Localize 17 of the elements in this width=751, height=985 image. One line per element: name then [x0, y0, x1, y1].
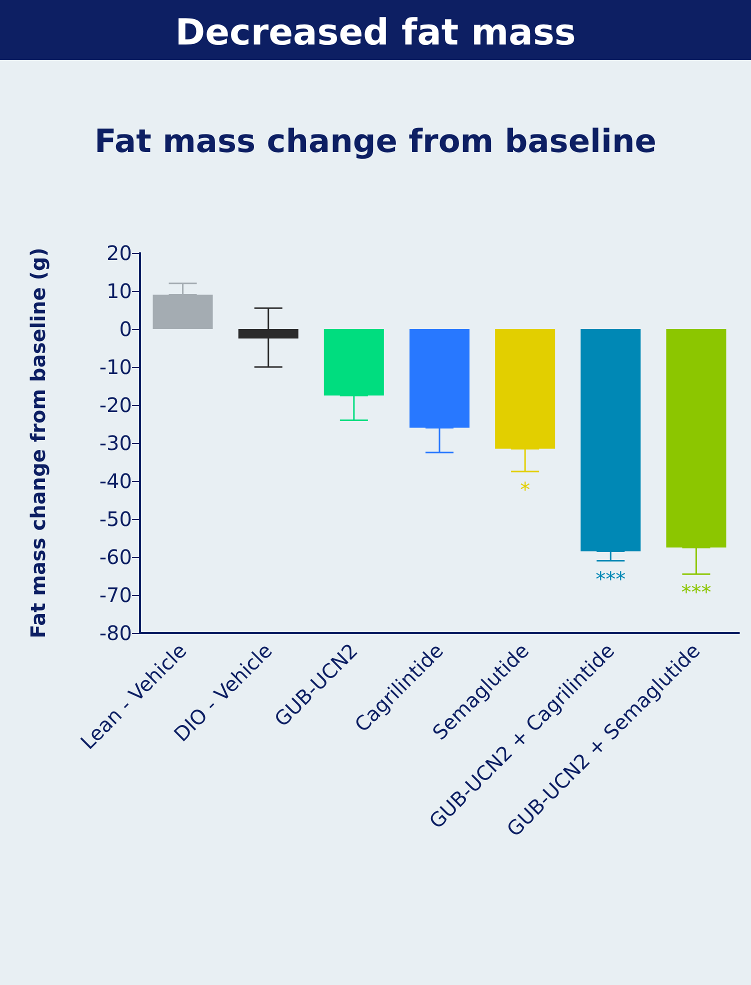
y-tick-label: -60 — [99, 545, 132, 569]
y-tick-label: 0 — [119, 317, 132, 341]
y-tick-label: -20 — [99, 393, 132, 417]
y-tick-label: -40 — [99, 469, 132, 493]
y-tick-label: -30 — [99, 431, 132, 455]
y-axis-title: Fat mass change from baseline (g) — [26, 248, 50, 638]
y-tick-label: -50 — [99, 507, 132, 531]
y-tick-label: -80 — [99, 621, 132, 645]
annotation: *** — [596, 566, 626, 591]
y-tick-label: -70 — [99, 583, 132, 607]
y-tick-label: 20 — [106, 241, 132, 265]
chart-subtitle: Fat mass change from baseline — [94, 122, 656, 160]
y-tick-label: -10 — [99, 355, 132, 379]
y-tick-label: 10 — [106, 279, 132, 303]
annotation: *** — [681, 580, 712, 604]
annotation: * — [520, 478, 530, 502]
chart-title: Decreased fat mass — [175, 12, 576, 54]
